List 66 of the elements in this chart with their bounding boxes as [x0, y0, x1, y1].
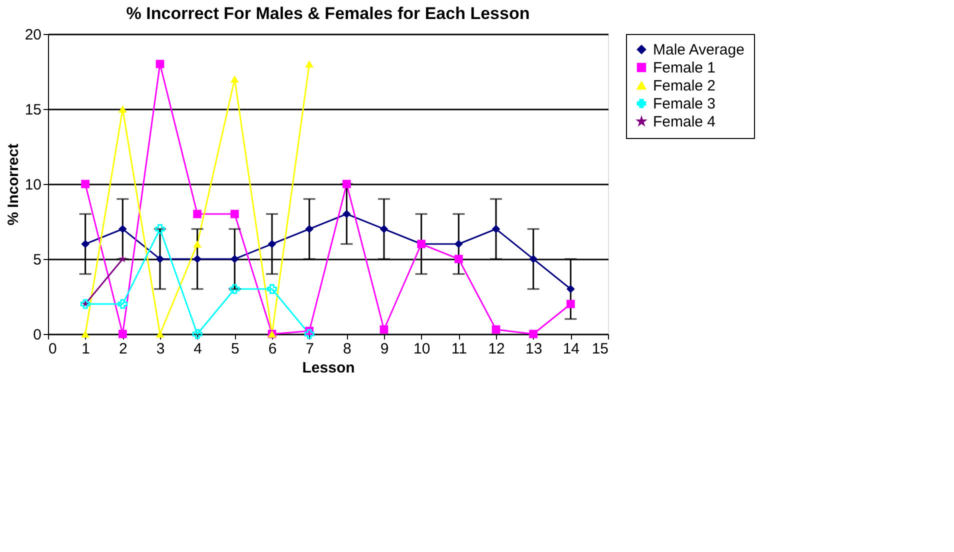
point — [156, 254, 164, 264]
chart-title: % Incorrect For Males & Females for Each Lesson — [126, 4, 530, 23]
point — [342, 180, 351, 188]
point — [230, 210, 239, 218]
point — [268, 240, 276, 248]
x-tick-label: 9 — [380, 340, 389, 358]
point — [230, 75, 239, 83]
point — [529, 330, 538, 338]
point — [380, 325, 388, 334]
point — [305, 60, 314, 68]
y-tick-label: 0 — [33, 326, 42, 344]
point — [118, 105, 127, 113]
x-tick-label: 5 — [230, 340, 240, 358]
point — [454, 254, 463, 264]
point — [193, 210, 202, 218]
x-tick-label: 13 — [525, 340, 542, 358]
point — [118, 330, 127, 338]
x-tick-label: 12 — [488, 340, 505, 358]
point — [156, 60, 164, 68]
x-tick-label: 11 — [451, 340, 467, 358]
x-tick-label: 3 — [156, 340, 165, 358]
point — [492, 325, 500, 334]
legend-label: Female 2 — [653, 78, 716, 94]
point — [81, 180, 90, 188]
y-tick-label: 10 — [24, 176, 42, 194]
x-tick-label: 4 — [194, 340, 202, 358]
point — [155, 224, 165, 234]
x-tick-label: 2 — [118, 340, 128, 358]
y-tick-label: 5 — [33, 252, 42, 268]
y-tick-label: 20 — [24, 26, 42, 44]
point — [380, 224, 388, 234]
x-tick-label: 0 — [48, 340, 57, 358]
point — [566, 300, 575, 308]
point — [230, 284, 240, 294]
x-tick-label: 1 — [82, 340, 90, 358]
point — [305, 224, 314, 234]
x-tick-label: 10 — [413, 340, 430, 358]
y-axis-title: % Incorrect — [4, 144, 22, 226]
point — [118, 254, 127, 262]
point — [81, 240, 90, 248]
point — [192, 329, 202, 339]
x-tick-label: 7 — [306, 340, 314, 358]
point — [193, 254, 202, 264]
point — [304, 329, 314, 339]
point — [342, 210, 351, 218]
legend-label: Female 1 — [653, 60, 716, 76]
legend-label: Male Average — [653, 42, 744, 58]
x-tick-label: 6 — [268, 340, 277, 358]
point — [193, 240, 202, 248]
point — [454, 240, 463, 248]
point — [529, 254, 538, 264]
x-tick-label: 14 — [562, 340, 580, 358]
point — [118, 224, 127, 234]
point — [492, 224, 500, 234]
point — [267, 284, 277, 294]
point — [230, 254, 239, 264]
point — [118, 299, 128, 309]
x-tick-label: 8 — [342, 340, 352, 358]
point — [156, 330, 164, 338]
x-tick-label: 15 — [592, 340, 608, 358]
y-tick-label: 15 — [24, 102, 42, 118]
legend-label: Female 3 — [653, 96, 716, 112]
x-axis-title: Lesson — [302, 360, 355, 376]
point — [81, 330, 90, 338]
point — [566, 284, 575, 294]
legend-label: Female 4 — [653, 114, 716, 130]
